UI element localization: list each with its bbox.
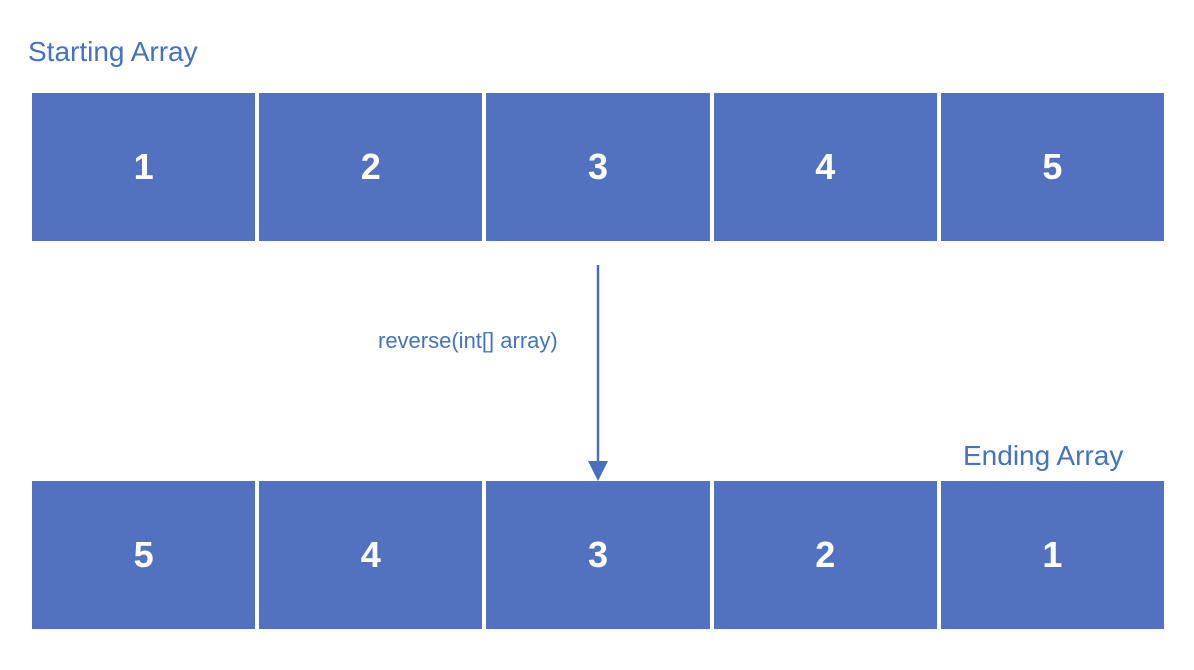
- ending-array-title: Ending Array: [963, 440, 1124, 471]
- ending-array-cell: 4: [259, 481, 483, 629]
- starting-array: 1 2 3 4 5: [32, 93, 1165, 241]
- starting-array-cell: 5: [940, 93, 1165, 241]
- ending-array: 5 4 3 2 1: [32, 481, 1165, 629]
- operation-label: reverse(int[] array): [378, 328, 558, 353]
- starting-array-cell: 3: [486, 93, 710, 241]
- ending-array-cell: 5: [32, 481, 256, 629]
- starting-array-cell: 1: [32, 93, 256, 241]
- down-arrow-icon: [588, 265, 608, 481]
- ending-array-cell: 3: [486, 481, 710, 629]
- ending-array-cell: 2: [713, 481, 937, 629]
- starting-array-title: Starting Array: [28, 36, 198, 67]
- starting-array-cell: 4: [713, 93, 937, 241]
- ending-array-cell: 1: [940, 481, 1165, 629]
- starting-array-cell: 2: [259, 93, 483, 241]
